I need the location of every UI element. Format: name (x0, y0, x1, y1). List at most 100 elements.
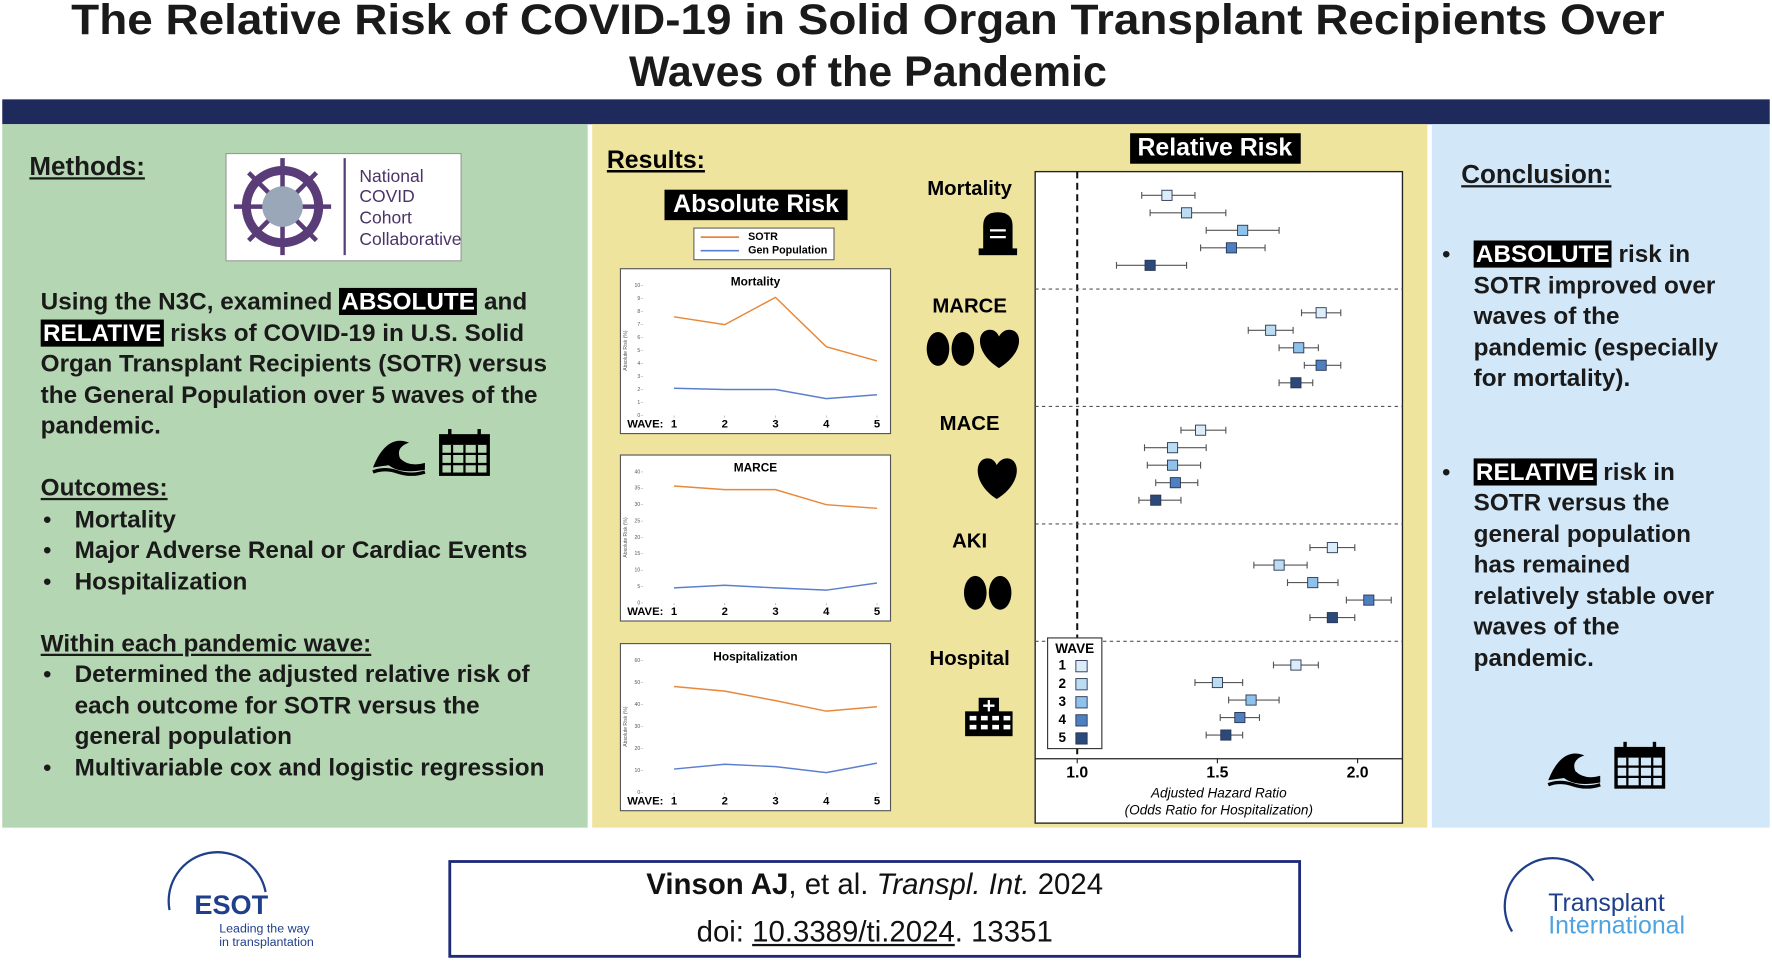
y-tick-label: 10 (635, 283, 641, 289)
x-tick-label: 1 (671, 606, 677, 618)
y-tick-label: 15 (635, 551, 641, 557)
forest-title: Relative Risk (1137, 135, 1292, 162)
point-estimate (1195, 424, 1207, 436)
y-tick-label: 60 (635, 658, 641, 664)
text-run: risk in SOTR versus the general populati… (1473, 457, 1715, 672)
methods-lists: Outcomes: MortalityMajor Adverse Renal o… (41, 473, 583, 784)
x-tick-label: 1 (671, 796, 677, 808)
label-highlight (1130, 133, 1301, 164)
y-tick-label: 4 (637, 361, 640, 367)
tombstone-icon (978, 212, 1018, 256)
x-tick-label: 3 (772, 606, 778, 618)
y-tick-label: 3 (637, 374, 640, 380)
text-run: and (477, 287, 528, 316)
point-estimate (1234, 712, 1246, 724)
point-estimate (1363, 594, 1375, 606)
y-tick-label: 40 (635, 702, 641, 708)
series-line (674, 387, 878, 400)
logo-text: Cohort (359, 208, 412, 228)
x-tick-label: 1 (671, 419, 677, 431)
point-estimate (1293, 342, 1305, 354)
y-tick-label: 20 (635, 535, 641, 541)
legend-label: 4 (1059, 712, 1067, 727)
y-tick-label: 20 (635, 746, 641, 752)
y-tick-label: 6 (637, 335, 640, 341)
list-item: Major Adverse Renal or Cardiac Events (41, 535, 583, 566)
doi[interactable]: 10.3389/ti.2024 (752, 914, 955, 949)
highlight-word: ABSOLUTE (1473, 240, 1612, 268)
highlight-word: RELATIVE (40, 318, 164, 346)
y-tick-label: 8 (637, 309, 640, 315)
legend-label: SOTR (748, 231, 778, 243)
wave-calendar-icon (1547, 741, 1666, 789)
legend-label: 1 (1059, 658, 1067, 673)
y-tick-label: 0 (637, 413, 640, 419)
legend-title: WAVE (1055, 641, 1094, 656)
point-estimate (1290, 377, 1302, 389)
methods-paragraph: Using the N3C, examined ABSOLUTE and REL… (40, 287, 572, 442)
y-axis-label: Absolute Risk (%) (623, 330, 629, 371)
y-tick-label: 5 (637, 348, 640, 354)
chart-frame (619, 268, 892, 435)
methods-heading: Methods: (29, 151, 145, 181)
point-estimate (1144, 259, 1156, 271)
y-tick-label: 30 (635, 724, 641, 730)
legend-box (693, 227, 835, 261)
point-estimate (1237, 224, 1249, 236)
logo-text: National (359, 166, 423, 186)
highlight-word: RELATIVE (1473, 457, 1597, 485)
y-tick-label: 0 (637, 600, 640, 606)
esot-tagline: in transplantation (219, 935, 314, 949)
x-tick-label: 3 (772, 419, 778, 431)
point-estimate (1167, 459, 1179, 471)
legend-label: 3 (1059, 694, 1067, 709)
conclusion-heading: Conclusion: (1461, 159, 1612, 189)
journal-logo-text: International (1548, 913, 1685, 940)
chart-title: MARCE (734, 461, 778, 475)
journal-logo-arc (1503, 857, 1595, 933)
x-tick-label: 4 (823, 606, 830, 618)
y-tick-label: 9 (637, 296, 640, 302)
x-tick-label: 2 (722, 796, 728, 808)
list-item: Determined the adjusted relative risk of… (41, 659, 561, 752)
point-estimate (1307, 577, 1319, 589)
x-axis-label: (Odds Ratio for Hospitalization) (1125, 802, 1313, 817)
results-heading: Results: (607, 147, 705, 174)
legend-swatch (1075, 696, 1088, 709)
legend-swatch (1075, 678, 1088, 691)
outcomes-list: MortalityMajor Adverse Renal or Cardiac … (41, 504, 583, 597)
group-label: Mortality (927, 178, 1012, 200)
conclusion-list: ABSOLUTE risk in SOTR improved over wave… (1440, 239, 1736, 674)
kidney-icon (963, 575, 1012, 610)
hospital-icon (965, 697, 1013, 737)
y-tick-label: 0 (637, 790, 640, 796)
y-tick-label: 50 (635, 680, 641, 686)
x-tick-label: 2 (722, 419, 728, 431)
chart-title: Hospitalization (713, 649, 797, 663)
esot-tagline: Leading the way (219, 922, 310, 936)
x-tick-label: 1.5 (1206, 765, 1228, 782)
list-item: Hospitalization (41, 566, 583, 597)
virus-icon (233, 158, 332, 256)
chart-frame (619, 643, 892, 812)
point-estimate (1326, 542, 1338, 554)
text-run: risks of COVID-19 in U.S. Solid Organ Tr… (40, 318, 548, 440)
point-estimate (1220, 729, 1232, 741)
point-estimate (1315, 359, 1327, 371)
group-label: AKI (952, 530, 987, 552)
y-tick-label: 7 (637, 322, 640, 328)
outcomes-heading: Outcomes: (40, 474, 168, 502)
chart-frame (619, 454, 892, 622)
x-tick-label: 4 (823, 419, 830, 431)
y-tick-label: 10 (635, 768, 641, 774)
conclusion-bullet: ABSOLUTE risk in SOTR improved over wave… (1440, 239, 1736, 394)
x-tick-label: 2.0 (1347, 765, 1369, 782)
x-tick-label: 3 (772, 796, 778, 808)
point-estimate (1273, 559, 1285, 571)
conclusion-bullet: RELATIVE risk in SOTR versus the general… (1440, 457, 1736, 674)
x-axis-label: WAVE: (627, 606, 663, 618)
citation-line: Vinson AJ, et al. Transpl. Int. 2024 (450, 865, 1300, 903)
absolute-risk-label: Absolute Risk (673, 191, 839, 218)
legend-label: 2 (1059, 676, 1067, 691)
legend-label: Gen Population (748, 244, 827, 256)
